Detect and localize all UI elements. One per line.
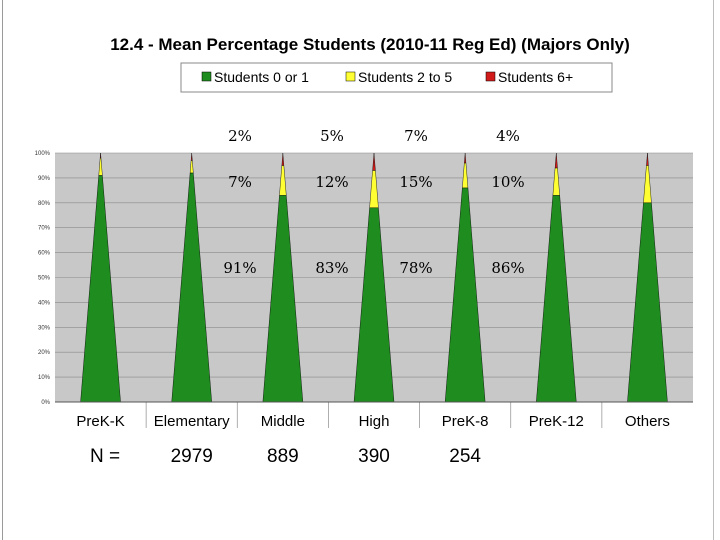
peak-segment-6-plus [646, 152, 649, 166]
y-tick-label: 90% [38, 176, 51, 182]
annotation-top: 5% [320, 127, 344, 145]
peak-segment-6-plus [190, 152, 193, 161]
annotation-bottom: 86% [491, 259, 524, 277]
legend: Students 0 or 1 Students 2 to 5 Students… [180, 62, 613, 93]
n-value: 390 [358, 446, 390, 467]
annotation-bottom: 91% [223, 259, 256, 277]
n-label: N = [90, 446, 120, 467]
legend-label-2-5: Students 2 to 5 [358, 69, 452, 85]
slide-border-left [2, 0, 3, 540]
x-tick-label: PreK-8 [442, 413, 489, 430]
legend-swatch-red [485, 71, 496, 82]
y-tick-label: 40% [38, 300, 51, 306]
x-tick-label: Elementary [154, 413, 230, 430]
legend-label-6-plus: Students 6+ [498, 69, 573, 85]
peak-segment-6-plus [99, 152, 102, 159]
x-tick-label: Middle [261, 413, 305, 430]
x-tick-label: Others [625, 413, 670, 430]
y-tick-label: 10% [38, 375, 51, 381]
annotation-middle: 7% [228, 173, 252, 191]
y-tick-label: 100% [35, 151, 51, 157]
x-tick-label: PreK-K [76, 413, 124, 430]
percent-annotations: 2% 5% 7% 4% 7% 12% 15% 10% 91% 83% 78% 86% [223, 127, 524, 277]
y-tick-label: 80% [38, 201, 51, 207]
legend-label-0-1: Students 0 or 1 [214, 69, 309, 85]
annotation-top: 2% [228, 127, 252, 145]
y-tick-label: 70% [38, 226, 51, 232]
annotation-middle: 10% [491, 173, 524, 191]
x-tick-label: PreK-12 [529, 413, 584, 430]
legend-swatch-yellow [345, 71, 356, 82]
n-values: 2979 889 390 254 [171, 446, 482, 467]
annotation-middle: 15% [399, 173, 432, 191]
x-axis-ticks: PreK-K Elementary Middle High PreK-8 PreK-12 O… [76, 413, 670, 430]
chart-title: 12.4 - Mean Percentage Students (2010-11… [110, 35, 630, 54]
peak-segment-6-plus [554, 152, 558, 169]
n-value: 254 [449, 446, 481, 467]
annotation-middle: 12% [315, 173, 348, 191]
annotation-top: 7% [404, 127, 428, 145]
slide-border-right [713, 0, 714, 540]
x-tick-label: High [359, 413, 390, 430]
y-tick-label: 30% [38, 325, 51, 331]
annotation-bottom: 78% [399, 259, 432, 277]
y-axis-ticks: 0% 10% 20% 30% 40% 50% 60% 70% 80% 90% 100% [35, 151, 51, 406]
peak-segment-6-plus [372, 152, 376, 171]
y-tick-label: 0% [41, 400, 50, 406]
annotation-bottom: 83% [315, 259, 348, 277]
peak-segment-6-plus [464, 152, 467, 164]
n-value: 889 [267, 446, 299, 467]
legend-swatch-green [201, 71, 212, 82]
y-tick-label: 20% [38, 350, 51, 356]
n-value: 2979 [171, 446, 213, 467]
y-tick-label: 60% [38, 251, 51, 257]
peak-segment-6-plus [281, 152, 285, 166]
y-tick-label: 50% [38, 276, 51, 282]
annotation-top: 4% [496, 127, 520, 145]
legend-box [180, 62, 613, 93]
